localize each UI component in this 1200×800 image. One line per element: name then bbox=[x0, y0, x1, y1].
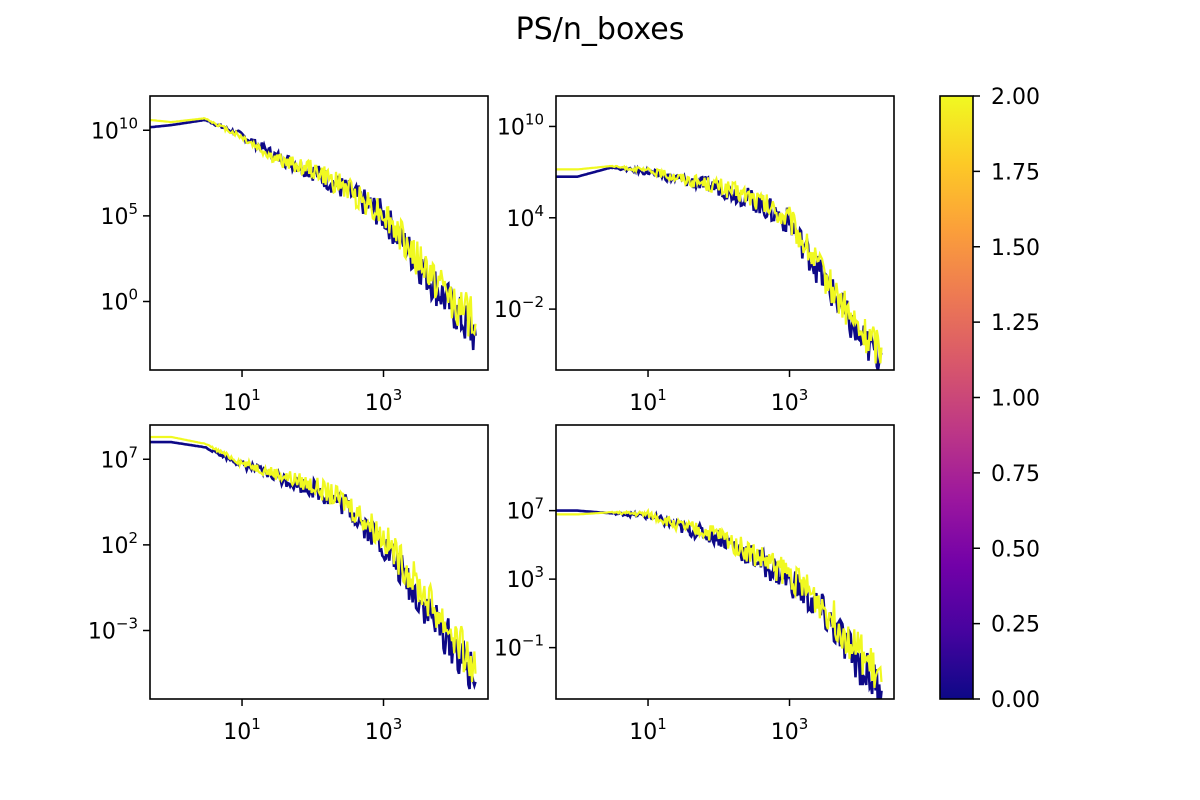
series-line bbox=[556, 164, 883, 364]
axes-frame bbox=[149, 95, 489, 371]
series-line bbox=[150, 117, 477, 337]
colorbar-tick-label: 1.50 bbox=[991, 236, 1040, 261]
y-tick-label: 104 bbox=[506, 202, 544, 232]
series-line bbox=[150, 118, 477, 351]
figure-title: PS/n_boxes bbox=[515, 12, 685, 47]
y-tick-label: 100 bbox=[100, 286, 138, 316]
x-tick-label: 101 bbox=[223, 715, 261, 745]
colorbar-tick-label: 0.50 bbox=[991, 537, 1040, 562]
x-tick-label: 101 bbox=[629, 715, 667, 745]
series-line bbox=[556, 507, 883, 689]
series-line bbox=[556, 164, 883, 370]
x-tick-label: 101 bbox=[629, 386, 667, 416]
y-tick-label: 103 bbox=[506, 563, 544, 593]
y-tick-label: 107 bbox=[100, 443, 138, 473]
colorbar-tick-label: 1.00 bbox=[991, 387, 1040, 412]
y-tick-label: 10−2 bbox=[494, 293, 544, 323]
colorbar-tick-label: 1.25 bbox=[991, 311, 1040, 336]
y-tick-label: 1010 bbox=[497, 110, 544, 140]
series-line bbox=[150, 440, 477, 691]
series-line bbox=[150, 435, 477, 683]
axes-frame bbox=[555, 95, 895, 371]
x-tick-label: 101 bbox=[223, 386, 261, 416]
colorbar-tick-label: 0.25 bbox=[991, 613, 1040, 638]
y-tick-label: 102 bbox=[100, 529, 138, 559]
x-tick-label: 103 bbox=[771, 386, 809, 416]
subplot-2: 101 103 10−2 104 1010 bbox=[494, 95, 895, 416]
colorbar-gradient bbox=[940, 96, 973, 699]
colorbar-tick-label: 0.00 bbox=[991, 688, 1040, 713]
y-tick-label: 10−3 bbox=[88, 615, 138, 645]
axes-frame bbox=[555, 424, 895, 700]
colorbar: 0.00 0.25 0.50 0.75 1.00 1.25 1.50 1.75 2.00 bbox=[939, 85, 1040, 713]
colorbar-tick-label: 2.00 bbox=[991, 85, 1040, 110]
y-tick-label: 107 bbox=[506, 495, 544, 525]
y-tick-label: 1010 bbox=[91, 114, 138, 144]
colorbar-tick-label: 0.75 bbox=[991, 462, 1040, 487]
x-tick-label: 103 bbox=[771, 715, 809, 745]
subplot-1: 101 103 100 105 1010 bbox=[91, 95, 489, 416]
x-tick-label: 103 bbox=[365, 715, 403, 745]
y-tick-label: 105 bbox=[100, 200, 138, 230]
axes-frame bbox=[149, 424, 489, 700]
colorbar-tick-label: 1.75 bbox=[991, 160, 1040, 185]
subplot-3: 101 103 10−3 102 107 bbox=[88, 424, 489, 745]
y-tick-label: 10−1 bbox=[494, 632, 544, 662]
subplot-4: 101 103 10−1 103 107 bbox=[494, 424, 895, 745]
x-tick-label: 103 bbox=[365, 386, 403, 416]
